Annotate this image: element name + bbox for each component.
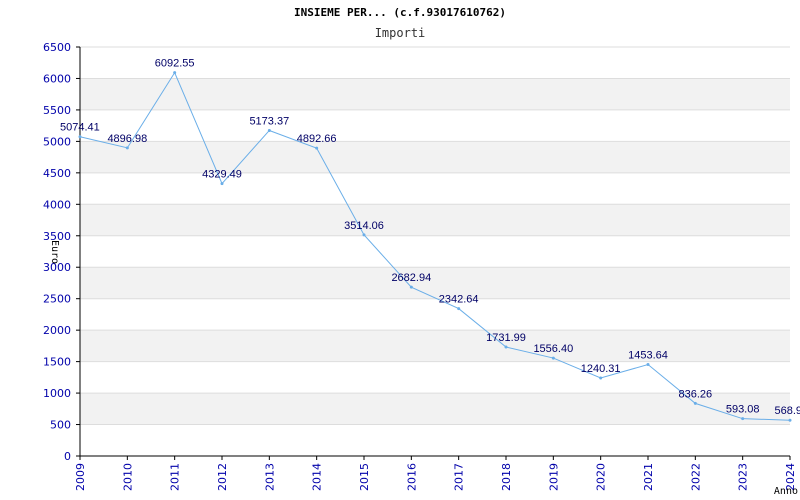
x-tick-label: 2023 (737, 463, 750, 491)
data-labels: 5074.41 4896.98 6092.55 4329.49 5173.37 4892.… (60, 58, 800, 422)
data-label: 4896.98 (107, 133, 147, 145)
y-tick-label: 6500 (43, 41, 71, 54)
y-axis-title: Euro (49, 240, 60, 264)
y-tick-label: 6000 (43, 72, 71, 85)
data-label: 5173.37 (249, 115, 289, 127)
data-label: 1731.99 (486, 332, 526, 344)
y-tick-label: 3500 (43, 230, 71, 243)
x-axis-ticks: 2009 2010 2011 2012 2013 2014 2015 2016 2017 2018… (74, 456, 797, 491)
y-tick-label: 5500 (43, 104, 71, 117)
y-tick-label: 5000 (43, 135, 71, 148)
x-tick-label: 2021 (642, 463, 655, 491)
data-point (220, 182, 224, 186)
band-7 (80, 204, 790, 236)
data-label: 836.26 (679, 388, 713, 400)
data-point (551, 356, 555, 360)
y-tick-label: 3000 (43, 261, 71, 274)
x-tick-label: 2016 (405, 463, 418, 491)
y-tick-label: 1500 (43, 356, 71, 369)
data-point (788, 418, 792, 422)
data-point (599, 376, 603, 380)
x-tick-label: 2018 (500, 463, 513, 491)
data-label: 1240.31 (581, 363, 621, 375)
x-tick-label: 2009 (74, 463, 87, 491)
x-tick-label: 2011 (169, 463, 182, 491)
y-tick-label: 500 (50, 419, 71, 432)
x-tick-label: 2014 (311, 463, 324, 491)
data-label: 4892.66 (297, 133, 337, 145)
data-point (409, 285, 413, 289)
data-point (125, 146, 129, 150)
data-label: 1453.64 (628, 350, 668, 362)
data-label: 1556.40 (533, 343, 573, 355)
x-tick-label: 2024 (784, 463, 797, 491)
x-tick-label: 2019 (547, 463, 560, 491)
data-point (78, 135, 82, 139)
data-label: 5074.41 (60, 122, 100, 134)
data-point (693, 401, 697, 405)
data-point (362, 233, 366, 237)
band-9 (80, 141, 790, 173)
band-5 (80, 267, 790, 299)
data-point (315, 146, 319, 150)
x-tick-label: 2013 (263, 463, 276, 491)
chart-subtitle: Importi (375, 26, 426, 40)
y-tick-label: 1000 (43, 387, 71, 400)
band-1 (80, 393, 790, 425)
data-label: 4329.49 (202, 169, 242, 181)
data-label: 568.9 (774, 405, 800, 417)
y-axis-ticks: 0 500 1000 1500 2000 2500 3000 3500 4000 4500 5000… (43, 41, 80, 463)
y-tick-label: 4000 (43, 198, 71, 211)
data-label: 2682.94 (391, 272, 431, 284)
x-tick-label: 2012 (216, 463, 229, 491)
x-tick-label: 2020 (595, 463, 608, 491)
data-point (267, 128, 271, 132)
x-tick-label: 2022 (689, 463, 702, 491)
series-line (79, 71, 791, 421)
band-3 (80, 330, 790, 362)
y-tick-label: 2000 (43, 324, 71, 337)
x-axis-title: Anno (774, 486, 798, 497)
data-point (457, 307, 461, 311)
data-label: 593.08 (726, 404, 760, 416)
y-tick-label: 4500 (43, 167, 71, 180)
plot-background-bands (80, 78, 790, 425)
data-label: 3514.06 (344, 220, 384, 232)
gridlines (80, 46, 790, 457)
data-point (173, 71, 177, 75)
y-tick-label: 2500 (43, 293, 71, 306)
data-point (504, 345, 508, 349)
x-tick-label: 2015 (358, 463, 371, 491)
data-point (741, 417, 745, 421)
data-label: 2342.64 (439, 294, 479, 306)
data-label: 6092.55 (155, 58, 195, 70)
x-tick-label: 2017 (453, 463, 466, 491)
band-11 (80, 78, 790, 110)
x-tick-label: 2010 (121, 463, 134, 491)
chart-title: INSIEME PER... (c.f.93017610762) (294, 6, 506, 19)
data-point (646, 363, 650, 367)
y-tick-label: 0 (64, 450, 71, 463)
